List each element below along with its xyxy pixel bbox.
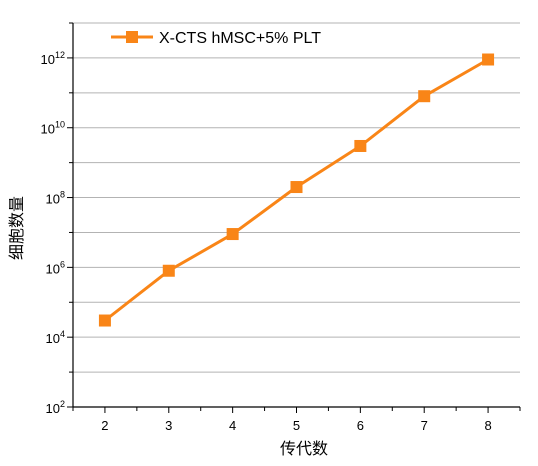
data-point — [162, 264, 175, 277]
x-tick-label: 4 — [229, 418, 236, 433]
y-tick-label: 102 — [46, 399, 65, 416]
x-axis-title: 传代数 — [280, 439, 328, 458]
data-point — [418, 90, 431, 103]
legend-marker — [126, 31, 138, 43]
x-tick-label: 3 — [165, 418, 172, 433]
data-point — [290, 181, 303, 194]
y-axis-title: 细胞数量 — [7, 196, 26, 260]
y-tick-label: 1010 — [41, 120, 65, 137]
x-ticks: 2 3 4 5 6 7 8 — [72, 407, 521, 433]
data-point — [226, 228, 239, 241]
y-tick-label: 1012 — [41, 50, 65, 67]
data-point — [98, 314, 111, 327]
x-tick-label: 5 — [293, 418, 300, 433]
x-tick-label: 7 — [421, 418, 428, 433]
grid-lines — [73, 22, 520, 373]
legend-label: X-CTS hMSC+5% PLT — [159, 30, 321, 47]
x-tick-label: 2 — [101, 418, 108, 433]
y-tick-label: 104 — [46, 329, 65, 346]
data-point — [354, 139, 367, 152]
y-ticks: 102 104 106 108 1010 1012 — [41, 22, 73, 416]
series — [98, 53, 495, 327]
x-tick-label: 8 — [484, 418, 491, 433]
y-tick-label: 108 — [46, 190, 65, 207]
x-tick-label: 6 — [357, 418, 364, 433]
data-point — [482, 53, 495, 66]
y-tick-label: 106 — [46, 259, 65, 276]
legend: X-CTS hMSC+5% PLT — [111, 30, 321, 47]
